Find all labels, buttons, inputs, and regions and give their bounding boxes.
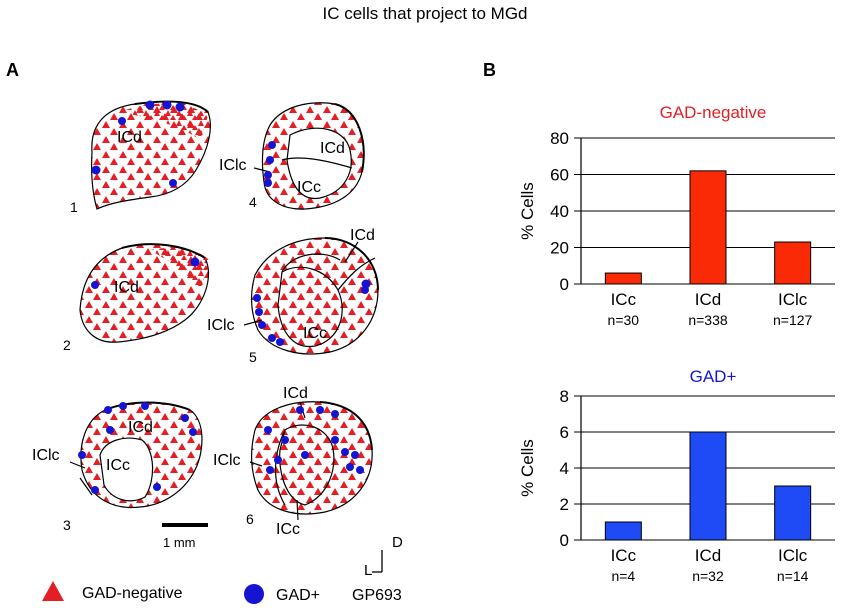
category-label: ICd [695,546,721,565]
gad-positive-chart: GAD+ 0 2 4 6 8 % Cells ICc n=4 ICd n=32 IClc n=14 [518,367,835,584]
section-1-map [91,100,211,210]
y-tick-label: 6 [560,423,569,442]
y-axis-label: % Cells [518,439,537,497]
section-6-label-icd: ICd [283,385,308,402]
chart-title: GAD-negative [660,103,767,122]
section-5-number: 5 [249,349,257,365]
section-2-label-icd: ICd [114,279,139,296]
category-label: ICc [611,546,637,565]
y-tick-label: 60 [550,166,569,185]
section-5-label-icd: ICd [350,227,375,244]
legend-case-id: GP693 [352,587,402,604]
section-6-map [251,401,373,515]
category-label: IClc [778,290,808,309]
gad-negative-chart: GAD-negative 0 20 40 60 80 % Cells ICc n=30 ICd n=… [518,103,835,328]
legend-gad-negative: GAD-negative [82,585,183,602]
section-4-label-icc: ICc [297,179,321,196]
count-label: n=4 [611,568,635,584]
legend-gad-positive: GAD+ [276,587,320,604]
section-3-label-icc: ICc [106,457,130,474]
category-label: IClc [778,546,808,565]
y-tick-label: 0 [560,275,569,294]
section-6-label-icc: ICc [276,521,300,538]
scale-bar-label: 1 mm [163,535,196,550]
count-label: n=30 [608,312,640,328]
figure-title: IC cells that project to MGd [322,4,528,23]
section-6-label-iclc: IClc [213,452,241,469]
y-axis-label: % Cells [518,182,537,240]
section-5-label-iclc: IClc [207,317,235,334]
y-tick-label: 4 [560,459,569,478]
bar-icc [604,272,642,285]
gad-positive-dots [78,100,371,494]
section-2-number: 2 [63,337,71,353]
section-5-label-icc: ICc [303,325,327,342]
bar-iclc [774,241,812,285]
section-3-label-icd: ICd [128,419,153,436]
section-3-label-iclc: IClc [32,447,60,464]
section-5-map [251,237,379,355]
count-label: n=32 [692,568,724,584]
lateral-label: L [364,562,372,579]
y-tick-label: 8 [560,387,569,406]
section-1-label-icd: ICd [117,129,142,146]
y-tick-label: 80 [550,129,569,148]
gad-negative-legend-icon [42,581,64,601]
section-4-label-iclc: IClc [219,157,247,174]
y-tick-label: 40 [550,202,569,221]
count-label: n=127 [773,312,813,328]
bar-iclc [774,485,812,541]
panel-b-label: B [483,60,496,80]
y-tick-label: 0 [560,531,569,550]
section-3-number: 3 [63,517,71,533]
section-4-map [261,102,365,210]
count-label: n=14 [777,568,809,584]
section-1-number: 1 [70,199,78,215]
dorsal-label: D [392,534,403,551]
section-2-map [79,243,210,343]
y-tick-label: 2 [560,495,569,514]
bar-icd [689,431,727,541]
bar-icd [689,170,727,285]
bar-icc [604,521,642,541]
gad-positive-legend-icon [244,584,264,604]
category-label: ICd [695,290,721,309]
section-4-label-icd: ICd [320,140,345,157]
chart-title: GAD+ [690,367,737,386]
orientation-axes [372,550,383,573]
section-4-number: 4 [249,194,257,210]
section-6-number: 6 [246,511,254,527]
count-label: n=338 [688,312,728,328]
category-label: ICc [611,290,637,309]
panel-a-label: A [6,60,19,80]
y-tick-label: 20 [550,239,569,258]
